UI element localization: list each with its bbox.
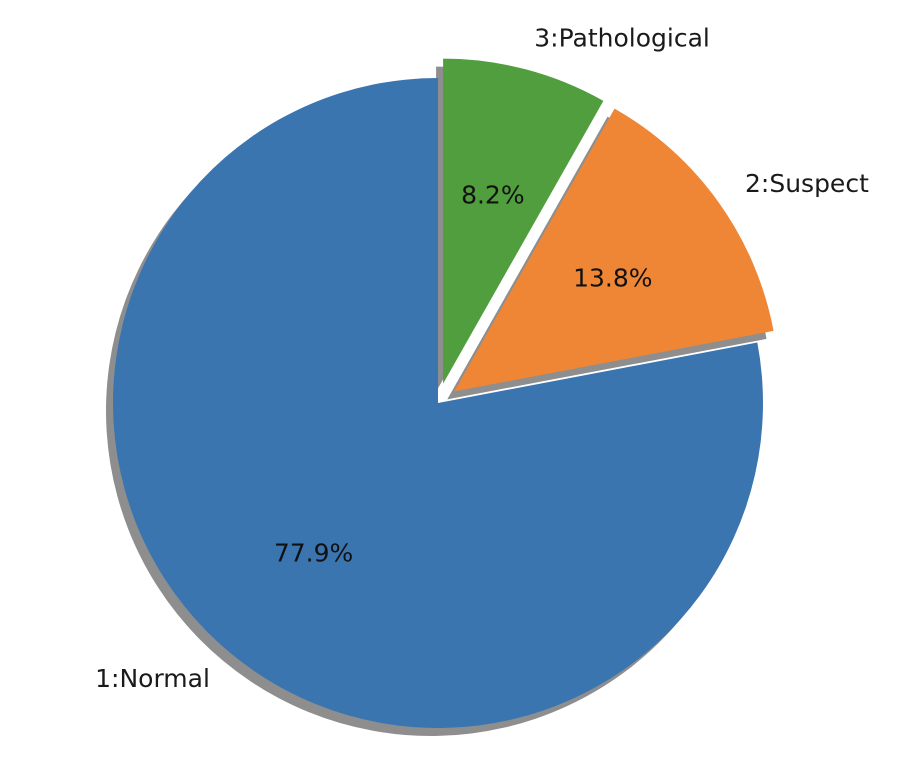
pie-slice-1-normal (112, 78, 763, 728)
pie-percent-label-1-normal: 77.9% (274, 539, 353, 568)
pie-percent-label-2-suspect: 13.8% (573, 263, 652, 292)
pie-category-label-1-normal: 1:Normal (95, 664, 210, 693)
label-layer: 77.9% 1:Normal 13.8% 2:Suspect 8.2% 3:Patholo… (95, 23, 869, 692)
pie-slice-3-pathological (443, 58, 604, 384)
pie-category-label-3-pathological: 3:Pathological (534, 23, 710, 52)
slice-layer (112, 58, 774, 728)
pie-percent-label-3-pathological: 8.2% (461, 181, 525, 210)
pie-slice-2-suspect (454, 108, 774, 392)
pie-category-label-2-suspect: 2:Suspect (745, 169, 869, 198)
